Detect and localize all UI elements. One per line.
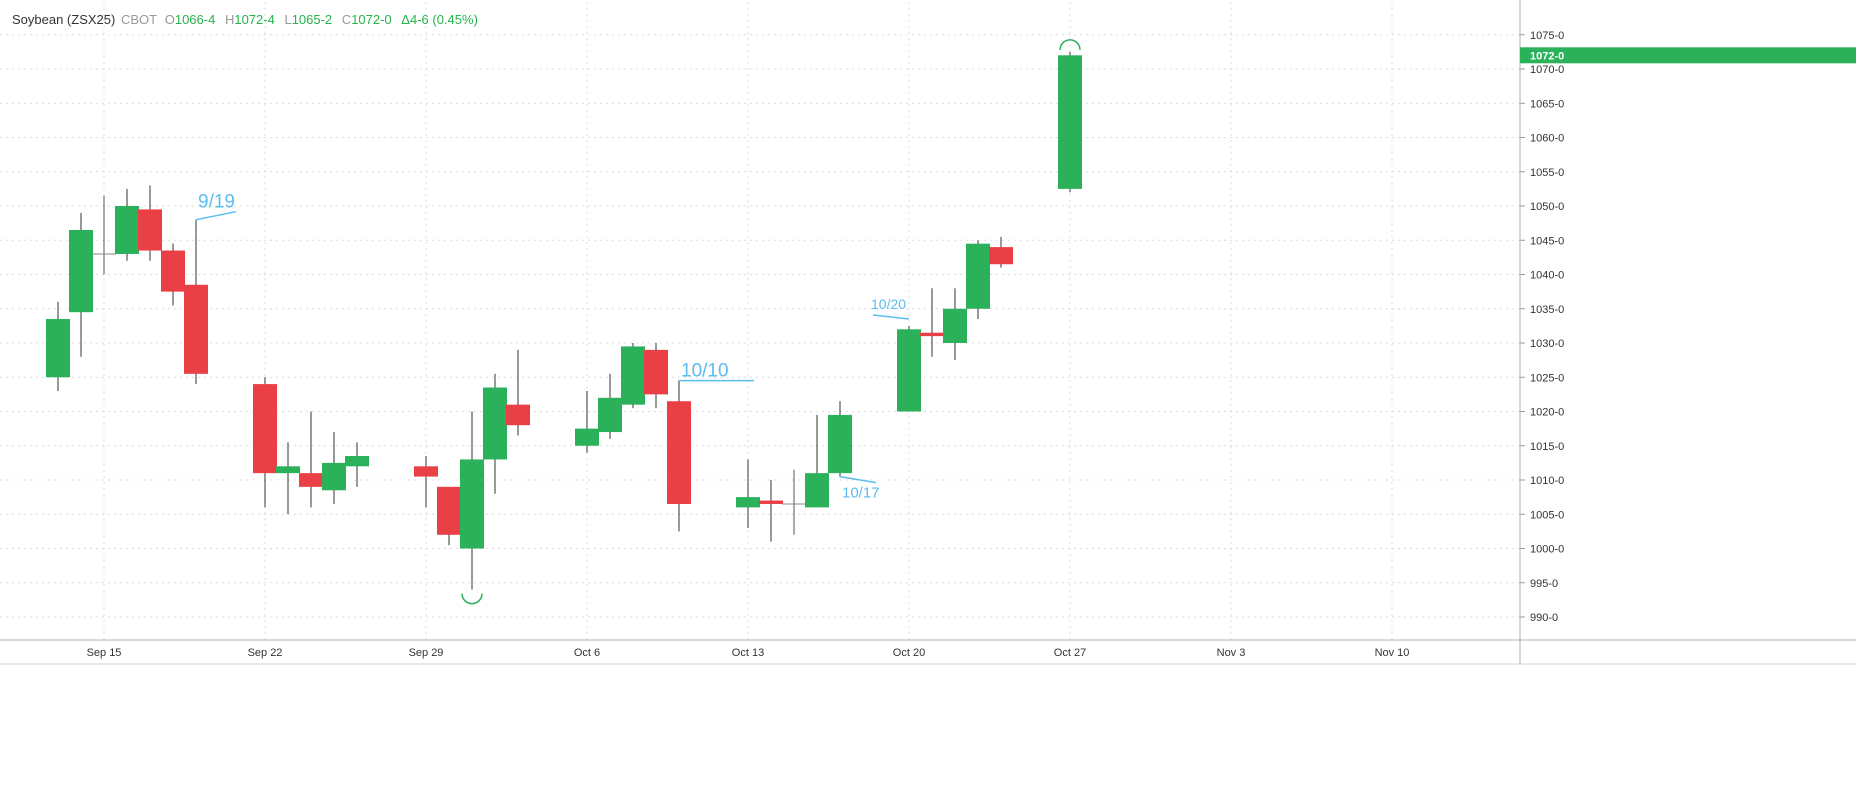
annotation-leader bbox=[839, 475, 877, 484]
candle-body bbox=[598, 397, 622, 433]
x-tick-label: Oct 6 bbox=[574, 647, 600, 659]
candle-body bbox=[437, 486, 461, 535]
candle-bodies bbox=[46, 55, 1082, 549]
candle-body bbox=[920, 332, 944, 337]
last-price-tag-label: 1072-0 bbox=[1530, 50, 1564, 62]
candle-body bbox=[989, 247, 1013, 265]
candle-body bbox=[115, 206, 139, 254]
candle-body bbox=[184, 284, 208, 374]
candle-body bbox=[161, 250, 185, 292]
y-tick-label: 1045-0 bbox=[1530, 235, 1564, 247]
candle-wicks bbox=[57, 51, 1071, 590]
y-tick-label: 1035-0 bbox=[1530, 304, 1564, 316]
symbol-name: Soybean (ZSX25) bbox=[12, 12, 116, 27]
x-tick-label: Sep 29 bbox=[409, 647, 444, 659]
close-label: C bbox=[341, 12, 352, 27]
candle-body bbox=[759, 500, 783, 504]
annotation-label: 10/20 bbox=[871, 296, 906, 312]
pivot-marker bbox=[1059, 39, 1081, 50]
y-tick-label: 1040-0 bbox=[1530, 270, 1564, 282]
date-annotations: 9/19 10/10 10/20 10/17 bbox=[195, 39, 1081, 605]
candle-body bbox=[414, 466, 438, 477]
high-value: 1072-4 bbox=[234, 12, 275, 27]
candle-body bbox=[276, 466, 300, 474]
axes: 990-0 995-0 1000-0 1005-0 1010-0 1015-0 1020-0… bbox=[0, 0, 1856, 665]
close-value: 1072-0 bbox=[351, 12, 392, 27]
symbol-header: Soybean (ZSX25) CBOT O1066-4 H1072-4 L10… bbox=[12, 12, 484, 27]
open-label: O bbox=[164, 12, 175, 27]
y-tick-label: 995-0 bbox=[1530, 578, 1558, 590]
low-label: L bbox=[284, 12, 292, 27]
x-tick-label: Sep 22 bbox=[248, 647, 283, 659]
candle-body bbox=[345, 456, 369, 467]
high-label: H bbox=[224, 12, 235, 27]
candle-body bbox=[138, 209, 162, 251]
y-tick-label: 1020-0 bbox=[1530, 407, 1564, 419]
candle-body bbox=[299, 473, 323, 487]
x-tick-label: Nov 10 bbox=[1375, 647, 1410, 659]
candle-body bbox=[46, 319, 70, 378]
y-tick-label: 1070-0 bbox=[1530, 64, 1564, 76]
x-tick-label: Oct 27 bbox=[1054, 647, 1086, 659]
y-tick-label: 1005-0 bbox=[1530, 509, 1564, 521]
annotation-leader bbox=[195, 210, 237, 221]
candle-body bbox=[253, 384, 277, 474]
y-tick-label: 1050-0 bbox=[1530, 201, 1564, 213]
candle-body bbox=[1058, 55, 1082, 189]
annotation-label: 10/17 bbox=[842, 485, 880, 502]
candle-body bbox=[69, 229, 93, 313]
x-tick-label: Nov 3 bbox=[1217, 647, 1246, 659]
annotation-label: 10/10 bbox=[681, 361, 729, 382]
low-value: 1065-2 bbox=[291, 12, 333, 27]
candle-body bbox=[644, 349, 668, 395]
x-tick-label: Oct 13 bbox=[732, 647, 764, 659]
grid-lines bbox=[0, 2, 1520, 640]
x-tick-label: Sep 15 bbox=[87, 647, 122, 659]
y-tick-label: 1000-0 bbox=[1530, 544, 1564, 556]
annotation-label: 9/19 bbox=[198, 192, 235, 213]
candle-body bbox=[805, 473, 829, 508]
candle-body bbox=[736, 497, 760, 508]
y-tick-label: 1025-0 bbox=[1530, 372, 1564, 384]
candle-body bbox=[460, 459, 484, 549]
pivot-marker bbox=[461, 593, 483, 605]
last-price-tag-bg bbox=[1520, 47, 1856, 64]
y-tick-label: 1075-0 bbox=[1530, 30, 1564, 42]
exchange-name: CBOT bbox=[120, 12, 158, 27]
candle-body bbox=[322, 462, 346, 491]
candle-body bbox=[506, 404, 530, 426]
candle-body bbox=[667, 401, 691, 504]
y-tick-label: 990-0 bbox=[1530, 612, 1558, 624]
y-tick-label: 1010-0 bbox=[1530, 475, 1564, 487]
candle-body bbox=[897, 329, 921, 412]
candle-body bbox=[483, 387, 507, 460]
candle-body bbox=[828, 414, 852, 474]
last-price-tag: 1072-0 bbox=[1520, 47, 1856, 64]
candle-body bbox=[621, 346, 645, 405]
y-tick-label: 1015-0 bbox=[1530, 441, 1564, 453]
candle-body bbox=[943, 308, 967, 343]
y-tick-label: 1060-0 bbox=[1530, 133, 1564, 145]
x-tick-label: Oct 20 bbox=[893, 647, 925, 659]
change-value: Δ4-6 (0.45%) bbox=[401, 12, 478, 27]
open-value: 1066-4 bbox=[174, 12, 216, 27]
y-tick-label: 1065-0 bbox=[1530, 98, 1564, 110]
y-tick-label: 1055-0 bbox=[1530, 167, 1564, 179]
annotation-leader bbox=[872, 314, 910, 320]
y-tick-label: 1030-0 bbox=[1530, 338, 1564, 350]
candle-body bbox=[575, 428, 599, 446]
candle-body bbox=[966, 243, 990, 309]
